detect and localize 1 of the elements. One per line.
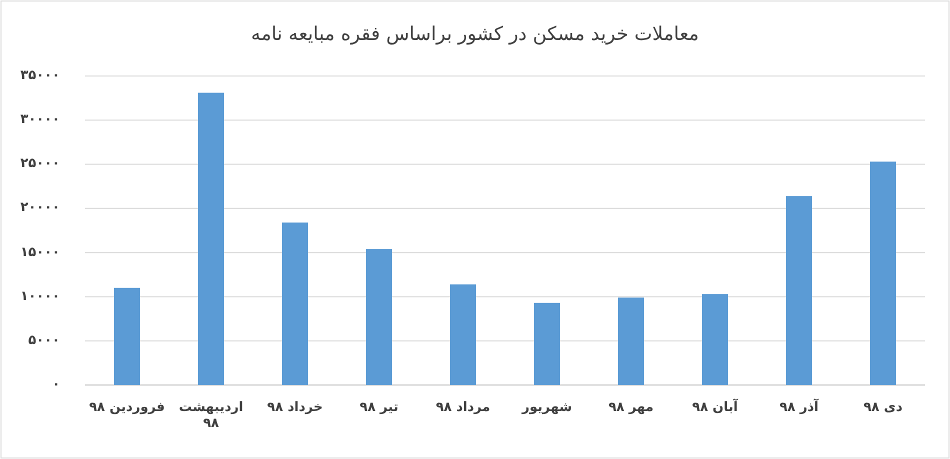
title: معاملات خرید مسکن در کشور براساس فقره مبایعه نامه bbox=[250, 22, 700, 46]
